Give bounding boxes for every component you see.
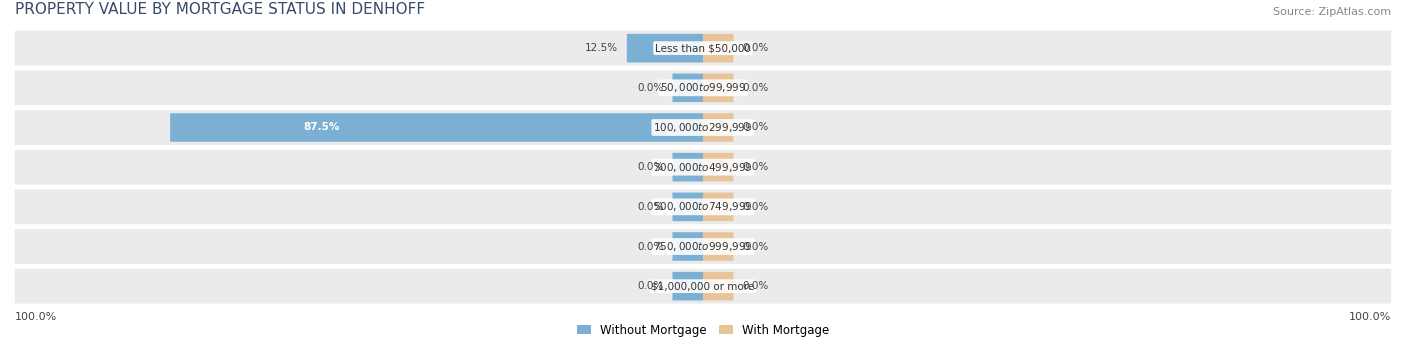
- FancyBboxPatch shape: [703, 272, 734, 300]
- FancyBboxPatch shape: [15, 31, 1391, 65]
- Text: Less than $50,000: Less than $50,000: [655, 43, 751, 53]
- Text: $500,000 to $749,999: $500,000 to $749,999: [654, 201, 752, 213]
- Text: PROPERTY VALUE BY MORTGAGE STATUS IN DENHOFF: PROPERTY VALUE BY MORTGAGE STATUS IN DEN…: [15, 2, 425, 17]
- FancyBboxPatch shape: [703, 193, 734, 221]
- FancyBboxPatch shape: [703, 74, 734, 102]
- FancyBboxPatch shape: [15, 70, 1391, 105]
- FancyBboxPatch shape: [170, 113, 703, 142]
- Text: 100.0%: 100.0%: [1348, 312, 1391, 322]
- Text: $50,000 to $99,999: $50,000 to $99,999: [659, 81, 747, 94]
- FancyBboxPatch shape: [672, 153, 703, 181]
- FancyBboxPatch shape: [15, 229, 1391, 264]
- Text: $1,000,000 or more: $1,000,000 or more: [651, 281, 755, 291]
- Text: 0.0%: 0.0%: [742, 241, 769, 252]
- FancyBboxPatch shape: [703, 34, 734, 62]
- Text: 0.0%: 0.0%: [637, 281, 664, 291]
- FancyBboxPatch shape: [703, 232, 734, 261]
- Text: 0.0%: 0.0%: [637, 202, 664, 212]
- Text: $300,000 to $499,999: $300,000 to $499,999: [654, 161, 752, 174]
- FancyBboxPatch shape: [672, 74, 703, 102]
- Text: 0.0%: 0.0%: [742, 122, 769, 133]
- Text: 0.0%: 0.0%: [742, 162, 769, 172]
- Text: 100.0%: 100.0%: [15, 312, 58, 322]
- Text: 0.0%: 0.0%: [742, 43, 769, 53]
- FancyBboxPatch shape: [672, 272, 703, 300]
- Text: 0.0%: 0.0%: [742, 202, 769, 212]
- FancyBboxPatch shape: [703, 153, 734, 181]
- FancyBboxPatch shape: [672, 232, 703, 261]
- FancyBboxPatch shape: [672, 193, 703, 221]
- Text: 87.5%: 87.5%: [304, 122, 340, 133]
- FancyBboxPatch shape: [703, 113, 734, 142]
- Text: 0.0%: 0.0%: [742, 281, 769, 291]
- FancyBboxPatch shape: [15, 189, 1391, 224]
- Legend: Without Mortgage, With Mortgage: Without Mortgage, With Mortgage: [572, 319, 834, 341]
- FancyBboxPatch shape: [15, 110, 1391, 145]
- Text: 0.0%: 0.0%: [637, 162, 664, 172]
- FancyBboxPatch shape: [627, 34, 703, 62]
- Text: 12.5%: 12.5%: [585, 43, 617, 53]
- Text: 0.0%: 0.0%: [637, 83, 664, 93]
- FancyBboxPatch shape: [15, 269, 1391, 303]
- Text: $100,000 to $299,999: $100,000 to $299,999: [654, 121, 752, 134]
- Text: 0.0%: 0.0%: [742, 83, 769, 93]
- Text: $750,000 to $999,999: $750,000 to $999,999: [654, 240, 752, 253]
- FancyBboxPatch shape: [15, 150, 1391, 184]
- Text: Source: ZipAtlas.com: Source: ZipAtlas.com: [1272, 7, 1391, 17]
- Text: 0.0%: 0.0%: [637, 241, 664, 252]
